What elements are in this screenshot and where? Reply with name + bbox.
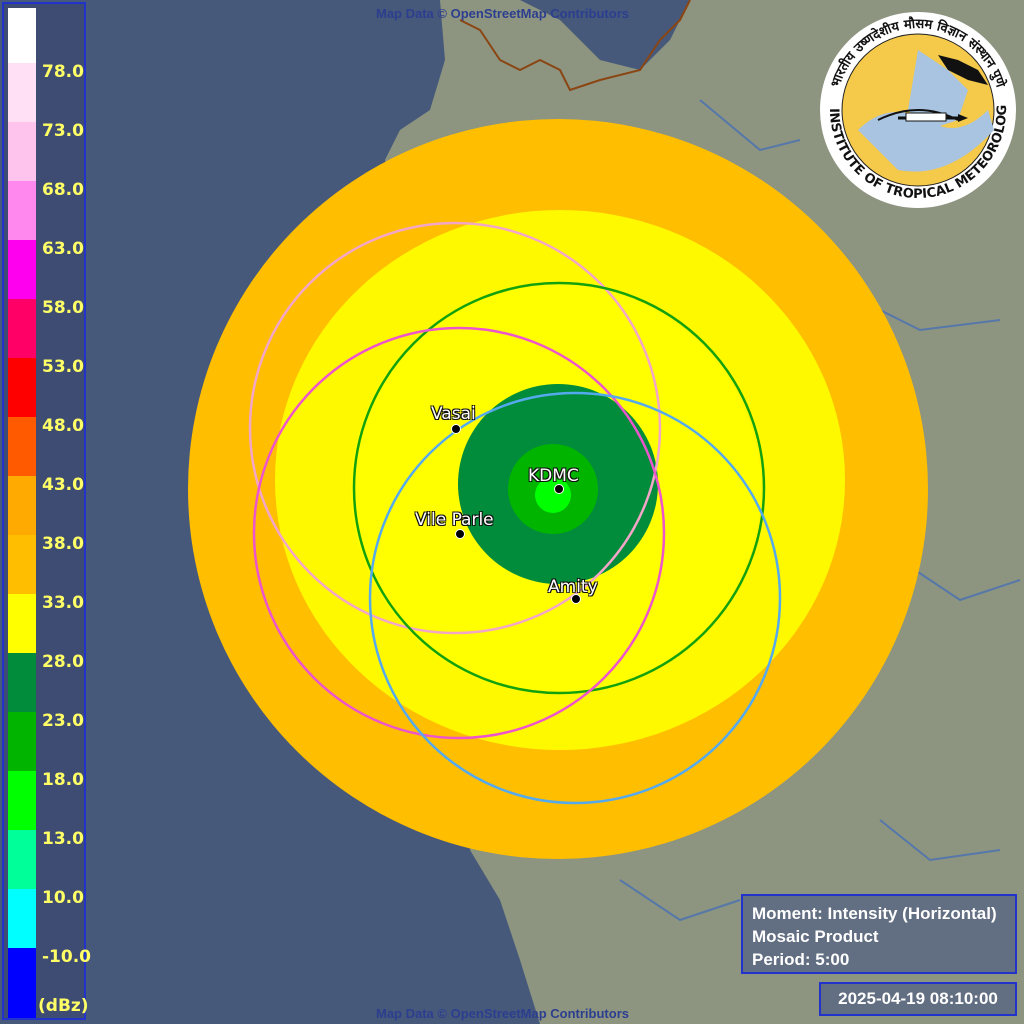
legend-label-28: 28.0	[42, 652, 84, 672]
site-marker-kdmc[interactable]	[554, 484, 564, 494]
legend-swatch-23	[8, 653, 36, 712]
site-label-vasai: Vasai	[431, 404, 476, 424]
legend-label-18: 18.0	[42, 770, 84, 790]
legend-label-58: 58.0	[42, 298, 84, 318]
legend-swatch-68	[8, 122, 36, 181]
legend-swatch-48	[8, 358, 36, 417]
legend-label-78: 78.0	[42, 62, 84, 82]
legend-label-13: 13.0	[42, 829, 84, 849]
site-label-kdmc: KDMC	[528, 466, 579, 486]
product-text: Mosaic Product	[752, 927, 879, 946]
legend-label-10: 10.0	[42, 888, 84, 908]
site-marker-vasai[interactable]	[451, 424, 461, 434]
legend-label-73: 73.0	[42, 121, 84, 141]
site-marker-vile-parle[interactable]	[455, 529, 465, 539]
legend-label-68: 68.0	[42, 180, 84, 200]
legend-swatch-78	[8, 8, 36, 63]
district-boundary	[459, 0, 691, 92]
site-label-amity: Amity	[548, 577, 598, 597]
iitm-logo: भारतीय उष्णदेशीय मौसम विज्ञान संस्थान पु…	[818, 10, 1016, 208]
range-ring-kdmc	[352, 281, 766, 695]
range-ring-vile-parle	[252, 326, 666, 740]
legend-swatch-43	[8, 417, 36, 476]
legend-swatch-38	[8, 476, 36, 535]
legend-swatch-33	[8, 535, 36, 594]
color-legend: 78.0 73.0 68.0 63.0 58.0 53.0 48.0 43.0 …	[2, 2, 91, 1020]
legend-swatch-neg10	[8, 889, 36, 948]
site-marker-amity[interactable]	[571, 594, 581, 604]
range-ring-amity	[368, 391, 782, 805]
timestamp-box: 2025-04-19 08:10:00	[819, 982, 1017, 1016]
map-attribution-bottom: Map Data © OpenStreetMap Contributors	[376, 1006, 629, 1021]
legend-label-23: 23.0	[42, 711, 84, 731]
river-lines	[619, 99, 1021, 922]
legend-swatch-13	[8, 771, 36, 830]
legend-swatch-58	[8, 240, 36, 299]
legend-label-38: 38.0	[42, 534, 84, 554]
legend-swatch-18	[8, 712, 36, 771]
legend-label-43: 43.0	[42, 475, 84, 495]
moment-text: Moment: Intensity (Horizontal)	[752, 904, 997, 923]
site-label-vile-parle: Vile Parle	[415, 510, 494, 530]
legend-label-33: 33.0	[42, 593, 84, 613]
period-text: Period: 5:00	[752, 950, 850, 969]
legend-swatch-53	[8, 299, 36, 358]
product-info-box: Moment: Intensity (Horizontal) Mosaic Pr…	[741, 894, 1017, 974]
legend-swatch-63	[8, 181, 36, 240]
legend-swatch-28	[8, 594, 36, 653]
legend-label-48: 48.0	[42, 416, 84, 436]
legend-swatch-73	[8, 63, 36, 122]
legend-label-neg10: -10.0	[42, 947, 91, 967]
legend-swatch-min	[8, 948, 36, 1018]
legend-swatch-10	[8, 830, 36, 889]
map-attribution-top: Map Data © OpenStreetMap Contributors	[376, 6, 629, 21]
legend-label-63: 63.0	[42, 239, 84, 259]
range-ring-vasai	[248, 221, 662, 635]
legend-label-53: 53.0	[42, 357, 84, 377]
legend-unit: (dBz)	[38, 996, 89, 1016]
